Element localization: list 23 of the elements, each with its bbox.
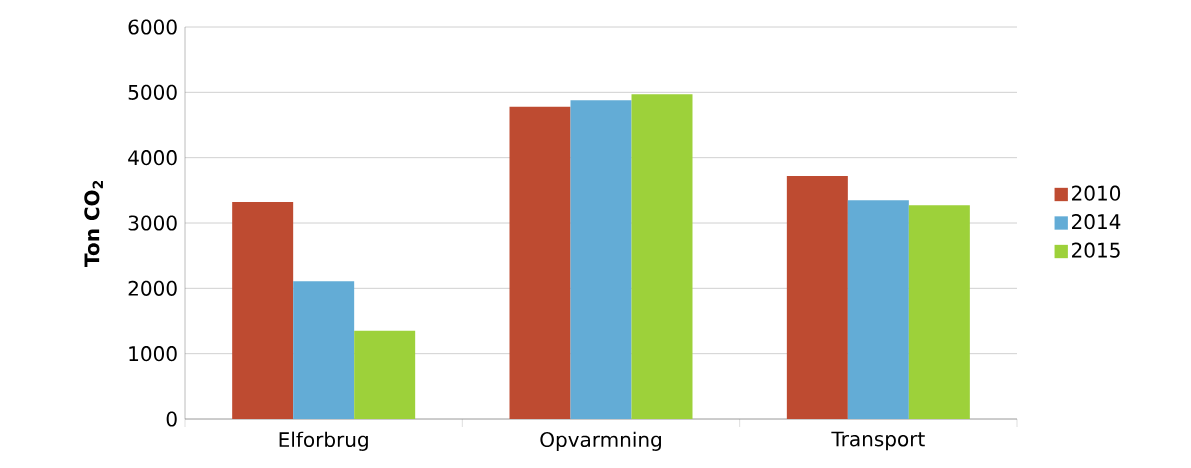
y-tick-label: 4000 xyxy=(128,150,177,166)
y-tick-label: 0 xyxy=(166,411,177,427)
legend-label: 2010 xyxy=(1072,185,1121,201)
bar xyxy=(570,100,632,419)
y-tick-label: 6000 xyxy=(128,19,177,35)
legend-label: 2015 xyxy=(1072,242,1120,258)
bar xyxy=(786,175,848,419)
bar xyxy=(293,281,355,419)
bar xyxy=(232,202,294,419)
x-tick-label: Transport xyxy=(831,431,925,451)
y-axis-title: Ton CO$_{2}$ xyxy=(84,180,103,267)
bar xyxy=(908,205,970,419)
legend-label: 2014 xyxy=(1072,214,1121,230)
x-tick-label: Elforbrug xyxy=(279,431,368,451)
x-tick-label: Opvarmning xyxy=(540,431,661,451)
y-tick-label: 1000 xyxy=(129,346,177,362)
bar xyxy=(354,330,416,419)
y-tick-label: 5000 xyxy=(128,84,177,100)
y-tick-label: 2000 xyxy=(128,280,177,296)
bar xyxy=(631,94,693,419)
bar xyxy=(509,106,571,419)
bar xyxy=(847,200,909,419)
y-tick-label: 3000 xyxy=(128,215,177,231)
